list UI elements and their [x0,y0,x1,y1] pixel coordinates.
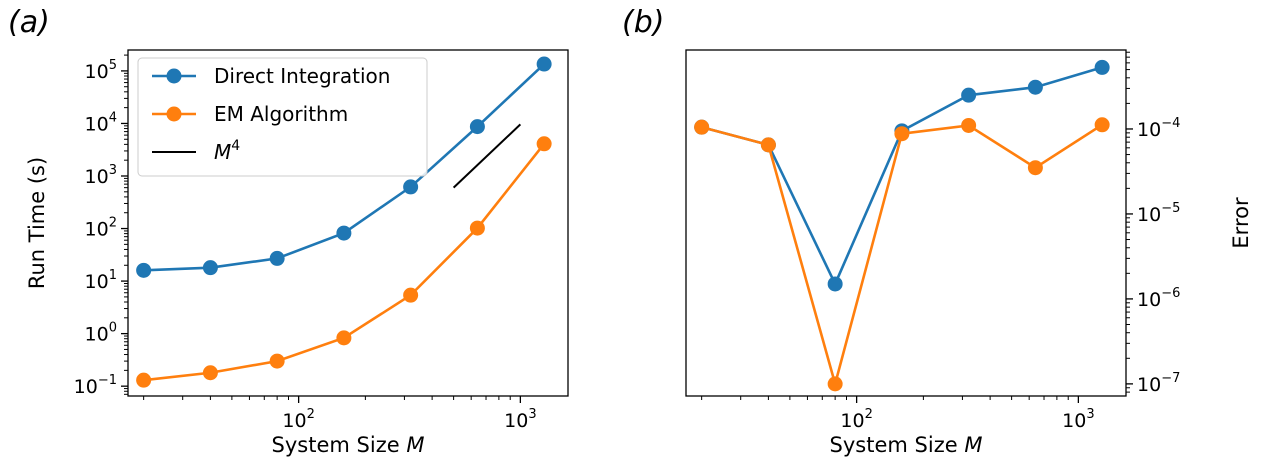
data-point-em-algorithm [136,372,152,388]
data-point-direct-integration [961,87,977,103]
legend-label: EM Algorithm [214,102,348,126]
data-point-direct-integration [336,225,352,241]
y-tick-label: 10−4 [1137,116,1180,141]
data-point-em-algorithm [336,330,352,346]
y-tick-label: 105 [85,58,117,83]
panel-label: (a) [8,5,50,40]
data-point-em-algorithm [536,136,552,152]
panel-label: (b) [622,5,664,40]
data-point-direct-integration [403,179,419,195]
minor-ticks [124,54,511,400]
data-point-em-algorithm [1094,117,1110,133]
y-tick-label: 10−7 [1137,371,1180,396]
y-tick-label: 104 [85,110,117,135]
data-point-em-algorithm [694,119,710,135]
data-point-direct-integration [1094,59,1110,75]
plot-frame [685,49,1127,397]
data-point-em-algorithm [961,117,977,133]
y-tick-label: 10−1 [74,373,117,398]
data-point-em-algorithm [269,353,285,369]
y-tick-label: 10−6 [1137,286,1180,311]
x-tick-label: 103 [504,407,536,432]
data-point-direct-integration [469,119,485,135]
data-point-direct-integration [536,56,552,72]
y-tick-label: 100 [85,321,117,346]
y-tick-label: 103 [85,163,117,188]
data-point-em-algorithm [827,376,843,392]
series-line-direct-integration [701,66,1103,288]
reference-line-m4 [452,123,522,189]
legend-marker [166,68,182,84]
y-tick-label: 102 [85,216,117,241]
data-point-em-algorithm [202,365,218,381]
data-point-direct-integration [202,260,218,276]
x-tick-label: 103 [1062,407,1094,432]
plot-frame [127,49,569,397]
panel-b: (b) 102 103 10−7 10−6 10−5 10−4 System Size M Er… [622,5,1253,457]
legend-label: M4 [214,138,240,164]
legend-box [137,57,428,177]
y-tick-label: 10−5 [1137,201,1180,226]
panel-a: (a) 102 103 10−1 100 101 102 103 104 105 System Si… [8,5,569,457]
legend-label: Direct Integration [214,64,390,88]
data-point-em-algorithm [403,287,419,303]
data-point-em-algorithm [1027,160,1043,176]
data-point-em-algorithm [760,137,776,153]
x-axis-label: System Size M [272,433,425,457]
y-axis-label: Run Time (s) [25,157,49,289]
series-line-em-algorithm [701,123,1103,389]
data-point-em-algorithm [894,126,910,142]
data-point-direct-integration [269,250,285,266]
x-tick-label: 102 [282,407,314,432]
data-point-direct-integration [827,276,843,292]
minor-ticks [701,51,1130,400]
legend-marker [166,106,182,122]
data-point-em-algorithm [469,220,485,236]
data-point-direct-integration [136,262,152,278]
y-axis-label: Error [1229,197,1253,249]
data-point-direct-integration [1027,79,1043,95]
x-axis-label: System Size M [830,433,983,457]
x-tick-label: 102 [840,407,872,432]
y-tick-label: 101 [85,268,117,293]
legend: Direct Integration EM Algorithm M4 [137,57,428,177]
